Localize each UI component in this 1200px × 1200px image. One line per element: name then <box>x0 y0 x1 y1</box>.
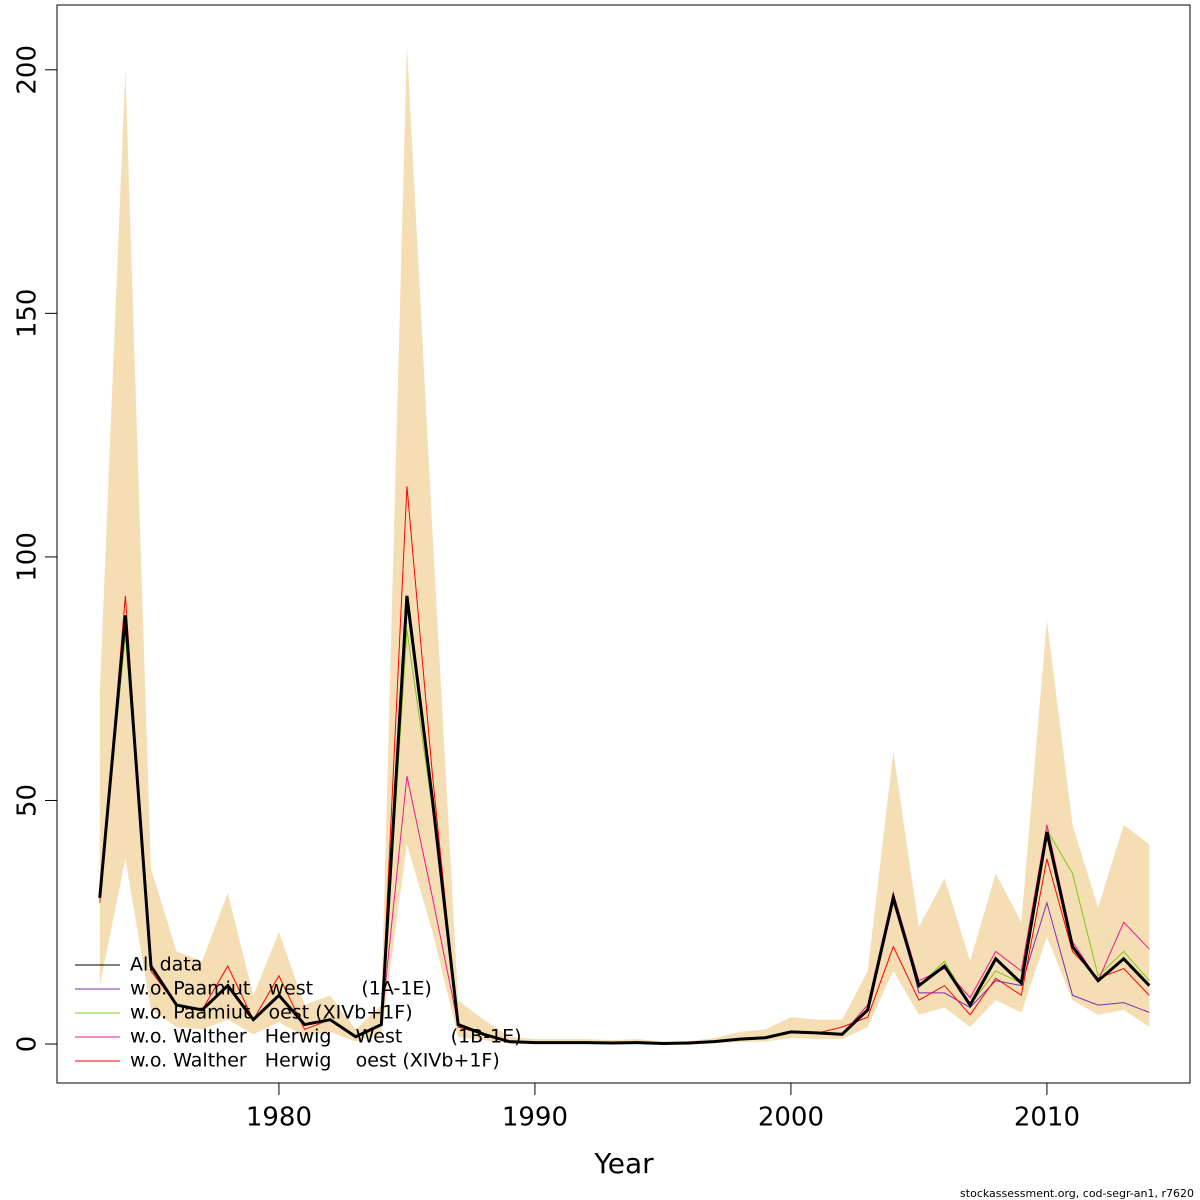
legend-label: w.o. Walther Herwig oest (XIVb+1F) <box>130 1050 500 1072</box>
legend-label: w.o. Paamiut oest (XIVb+1F) <box>130 1002 413 1024</box>
confidence-band <box>99 45 1150 1044</box>
x-tick-label: 1990 <box>502 1103 568 1133</box>
x-axis-label: Year <box>593 1147 654 1180</box>
x-tick-label: 1980 <box>246 1103 312 1133</box>
x-tick-label: 2010 <box>1014 1103 1080 1133</box>
y-tick-label: 200 <box>13 45 43 95</box>
y-tick-label: 0 <box>13 1036 43 1053</box>
footer: stockassessment.org, cod-segr-an1, r7620 <box>960 1187 1194 1200</box>
y-tick-label: 150 <box>13 289 43 339</box>
legend-label: w.o. Paamiut west (1A-1E) <box>130 978 432 1000</box>
x-tick-label: 2000 <box>758 1103 824 1133</box>
y-tick-label: 100 <box>13 532 43 582</box>
series-line <box>98 595 1151 1046</box>
legend-label: All data <box>130 954 202 976</box>
y-tick-label: 50 <box>13 784 43 817</box>
plot-frame <box>56 4 1191 1084</box>
legend-label: w.o. Walther Herwig West (1B-1E) <box>130 1026 522 1048</box>
